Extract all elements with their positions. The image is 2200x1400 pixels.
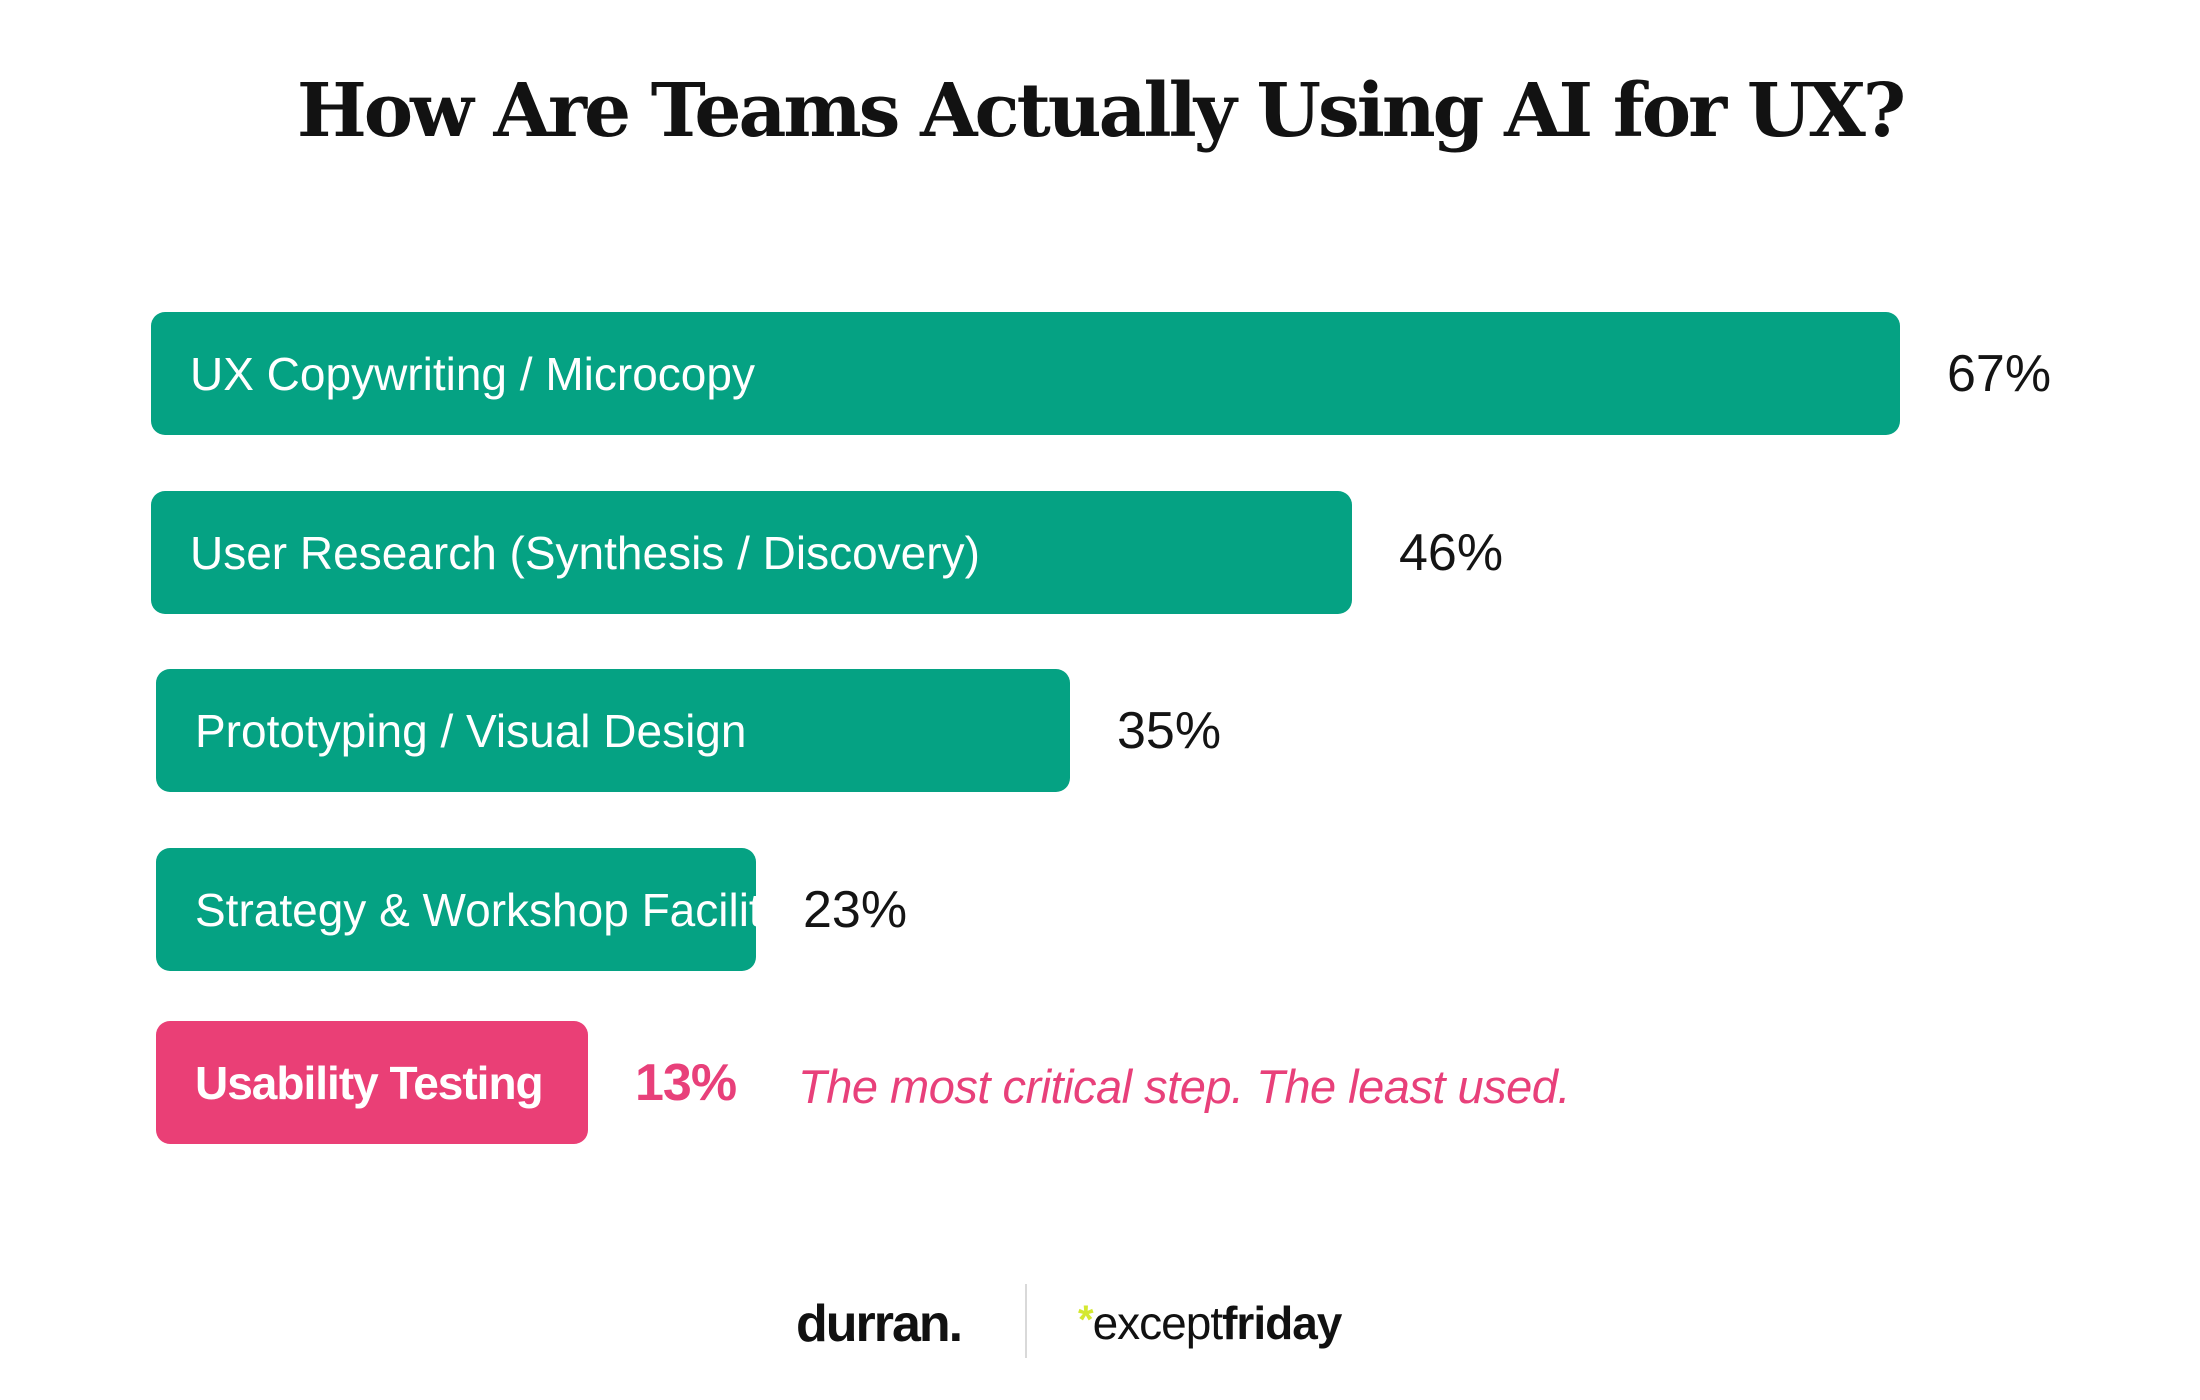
star-icon: * — [1078, 1298, 1094, 1342]
exceptfriday-logo-bold: friday — [1222, 1297, 1342, 1349]
bar-4 — [156, 848, 756, 971]
bar-label-5: Usability Testing — [195, 1057, 544, 1109]
value-label-3: 35% — [1117, 702, 1222, 760]
footer: durran. *exceptfriday — [0, 1284, 2200, 1370]
annotation: The most critical step. The least used. — [798, 1060, 1571, 1113]
exceptfriday-logo: *exceptfriday — [1078, 1297, 1342, 1349]
bar-label-3: Prototyping / Visual Design — [195, 705, 747, 757]
bar-label-4: Strategy & Workshop Facilitation — [195, 884, 862, 936]
bar-5 — [156, 1021, 588, 1144]
durran-logo: durran. — [796, 1295, 963, 1353]
chart-title: How Are Teams Actually Using AI for UX? — [296, 68, 1906, 154]
bar-2 — [151, 491, 1352, 614]
value-label-1: 67% — [1947, 345, 2052, 403]
exceptfriday-logo-light: except — [1092, 1297, 1224, 1349]
bar-1 — [151, 312, 1900, 435]
bar-label-1: UX Copywriting / Microcopy — [190, 348, 755, 400]
bar-label-2: User Research (Synthesis / Discovery) — [190, 527, 980, 579]
value-label-2: 46% — [1399, 524, 1504, 582]
bar-3 — [156, 669, 1070, 792]
value-label-5: 13% — [635, 1054, 737, 1112]
footer-divider — [1025, 1284, 1027, 1358]
value-label-4: 23% — [803, 881, 908, 939]
